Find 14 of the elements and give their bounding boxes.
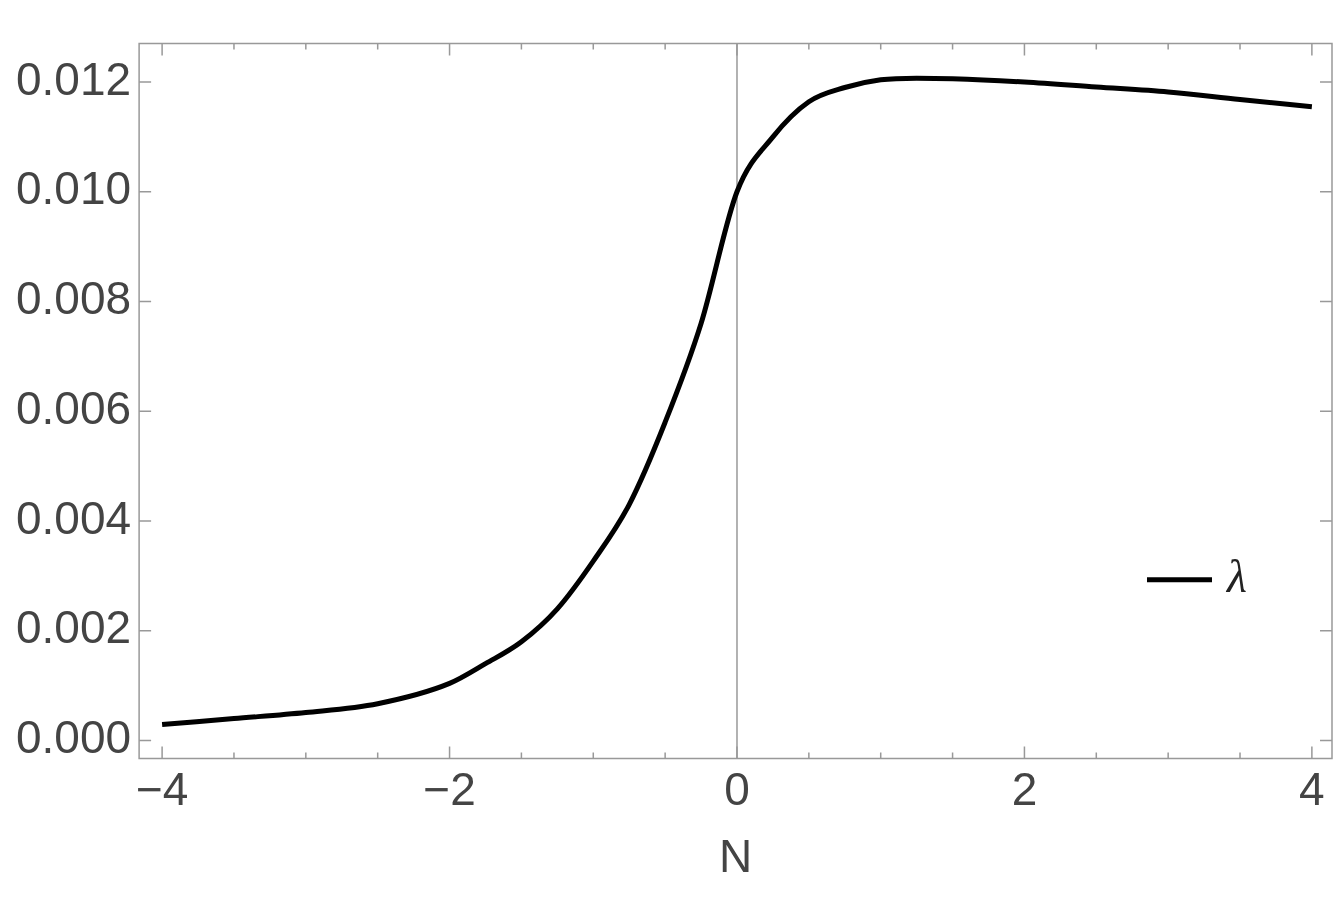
y-tick-label: 0.004 bbox=[15, 491, 132, 544]
x-tick-label: 0 bbox=[724, 762, 750, 815]
x-tick-label: −2 bbox=[423, 762, 476, 815]
y-tick-label: 0.008 bbox=[15, 272, 132, 325]
x-tick-label: −4 bbox=[135, 762, 189, 815]
y-tick-label: 0.006 bbox=[15, 381, 132, 434]
y-tick-label: 0.002 bbox=[15, 601, 132, 654]
legend-label: λ bbox=[1225, 550, 1247, 602]
y-tick-label: 0.010 bbox=[15, 162, 132, 215]
y-tick-label: 0.000 bbox=[15, 711, 132, 764]
y-tick-label: 0.012 bbox=[15, 52, 132, 105]
x-tick-label: 2 bbox=[1011, 762, 1038, 815]
x-axis-title: N bbox=[718, 830, 753, 883]
x-tick-label: 4 bbox=[1299, 762, 1325, 815]
